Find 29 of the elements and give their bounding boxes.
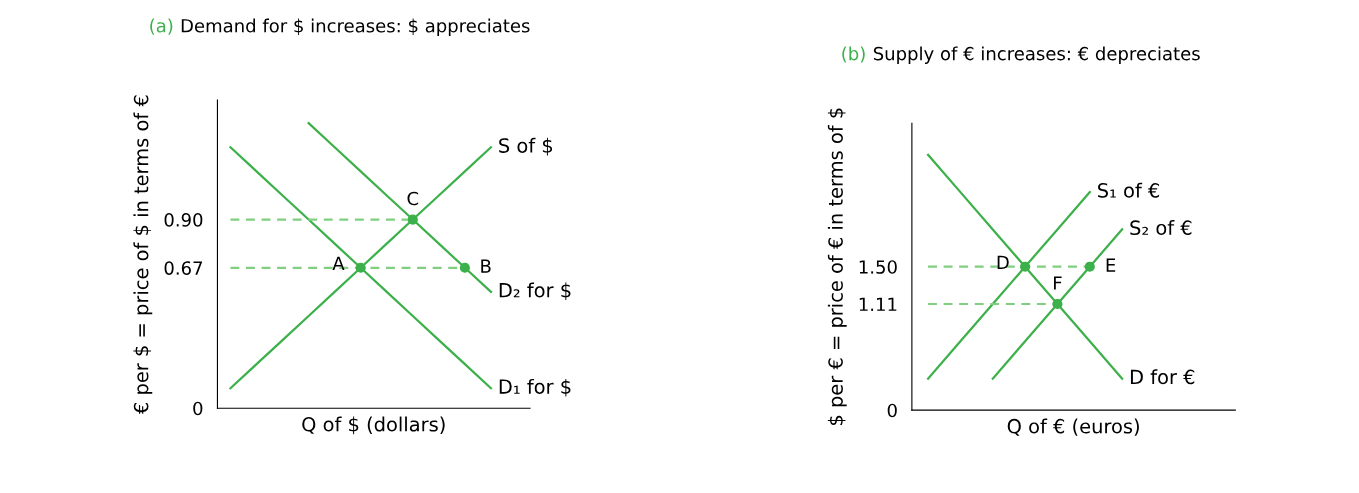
line-series [307, 122, 493, 293]
y-tick-label: 0.90 [164, 213, 203, 227]
line-series [926, 191, 1091, 380]
chart-title: (a) Demand for $ increases: $ appreciates [150, 18, 530, 37]
data-label: F [1054, 276, 1062, 290]
data-label: E [1106, 258, 1116, 272]
y-axis-title: € per $ = price of $ in terms of € [133, 95, 153, 415]
line-series [991, 228, 1124, 380]
data-label: A [332, 256, 345, 270]
series-label: S₂ of € [1130, 220, 1192, 236]
y-axis-title: $ per € = price of € in terms of $ [827, 108, 847, 425]
y-tick-label: 0 [193, 401, 203, 416]
series-label: D₂ for $ [499, 282, 571, 301]
data-label: C [407, 191, 419, 206]
chart-title: (b) Supply of € increases: € depreciates [842, 46, 1200, 64]
series-label: S of $ [499, 137, 553, 156]
data-label: D [997, 255, 1009, 269]
series-label: D for € [1130, 369, 1195, 385]
series-label: S₁ of € [1098, 182, 1160, 198]
x-axis-title: Q of $ (dollars) [302, 416, 445, 435]
y-tick-label: 0 [887, 403, 897, 418]
data-label: B [481, 259, 491, 273]
line-series [926, 153, 1124, 380]
x-axis-title: Q of € (euros) [1007, 418, 1139, 436]
line-series [229, 146, 493, 390]
y-tick-label: 1.11 [859, 297, 897, 311]
y-tick-label: 0.67 [164, 261, 203, 275]
series-label: D₁ for $ [499, 378, 571, 397]
y-tick-label: 1.50 [859, 260, 897, 274]
